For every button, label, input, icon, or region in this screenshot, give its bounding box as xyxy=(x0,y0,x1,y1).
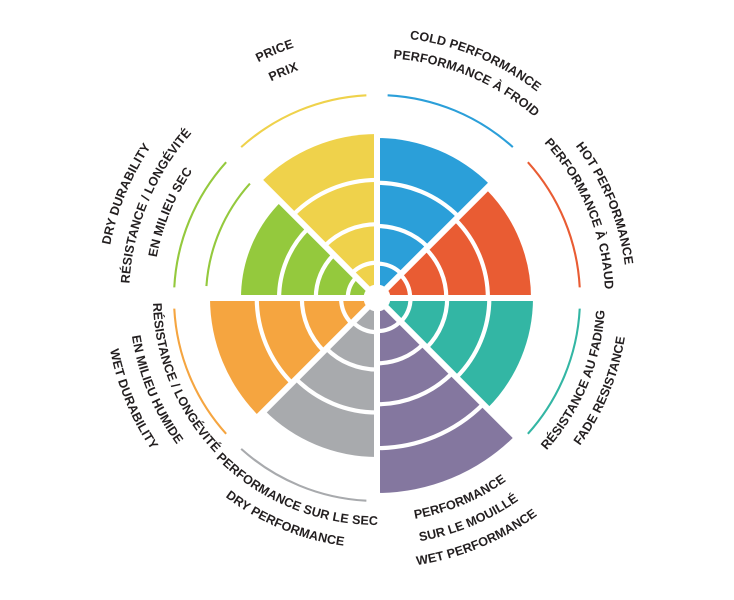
ring-arc-price-2 xyxy=(323,222,378,248)
wedge-wet-durability xyxy=(210,298,377,417)
wedge-hot-performance xyxy=(377,189,531,298)
label-hot-performance-line-2: PERFORMANCE À CHAUD xyxy=(542,135,616,289)
wedge-price xyxy=(261,133,377,298)
sector-separator-45 xyxy=(374,153,522,301)
ring-arc-wet-performance-4 xyxy=(376,402,485,451)
ring-arc-fade-resistance-2 xyxy=(425,297,450,350)
label-dry-performance-line-1: PERFORMANCE SUR LE SEC xyxy=(214,450,378,528)
ring-arc-fade-resistance-3 xyxy=(454,297,492,379)
label-cold-performance-line-2: PERFORMANCE À FROID xyxy=(393,48,542,120)
label-price-line-2: PRIX xyxy=(267,60,301,85)
label-dry-durability-line-2: RÉSISTANCE / LONGÉVITÉ xyxy=(118,125,194,284)
outer-arc-price xyxy=(240,94,367,148)
label-text-fade-resistance-1: RÉSISTANCE AU FADING xyxy=(538,309,607,452)
ring-arc-cold-performance-3 xyxy=(376,180,460,219)
outer-arc-dry-durability xyxy=(173,161,227,288)
label-text-hot-performance-2: PERFORMANCE À CHAUD xyxy=(542,135,616,289)
ring-arc-dry-durability-3 xyxy=(276,227,310,299)
outer-arc-dry-performance xyxy=(240,448,367,502)
ring-arc-wet-performance-3 xyxy=(376,371,454,407)
label-text-cold-performance-2: PERFORMANCE À FROID xyxy=(393,48,542,120)
label-text-dry-durability-2: RÉSISTANCE / LONGÉVITÉ xyxy=(118,125,194,284)
outer-arc-fade-resistance xyxy=(527,308,581,435)
sector-separator-315 xyxy=(232,153,380,301)
ring-arc-cold-performance-2 xyxy=(376,223,430,249)
ring-arc-dry-performance-3 xyxy=(294,377,378,415)
wedge-dry-durability xyxy=(241,201,377,298)
outer-arc-wet-durability xyxy=(173,308,227,435)
ring-arc-hot-performance-2 xyxy=(424,247,449,299)
label-text-dry-performance-1: PERFORMANCE SUR LE SEC xyxy=(214,450,378,528)
outer-arc-cold-performance xyxy=(387,94,514,148)
label-fade-resistance-line-1: RÉSISTANCE AU FADING xyxy=(538,309,607,452)
wedge-fade-resistance xyxy=(377,298,533,409)
ring-arc-wet-durability-2 xyxy=(299,297,326,353)
label-price-line-1: PRICE xyxy=(253,37,295,65)
sector-separator-135 xyxy=(374,295,522,443)
ring-arc-wet-performance-2 xyxy=(376,342,425,366)
ring-arc-hot-performance-3 xyxy=(453,218,490,299)
label-text-price-1: PRICE xyxy=(253,37,295,65)
wedge-dry-performance xyxy=(264,298,377,457)
ring-arc-wet-durability-3 xyxy=(254,297,294,385)
label-text-price-2: PRIX xyxy=(267,60,301,85)
outer-arc-hot-performance xyxy=(527,161,581,288)
ring-arc-dry-performance-2 xyxy=(324,347,378,372)
wedge-cold-performance xyxy=(377,138,491,298)
ring-arc-price-3 xyxy=(292,177,378,216)
ring-arc-dry-durability-2 xyxy=(313,253,336,299)
sector-separator-225 xyxy=(232,295,380,443)
center-dot xyxy=(363,284,391,312)
inner-arc-dry-durability xyxy=(205,182,251,287)
